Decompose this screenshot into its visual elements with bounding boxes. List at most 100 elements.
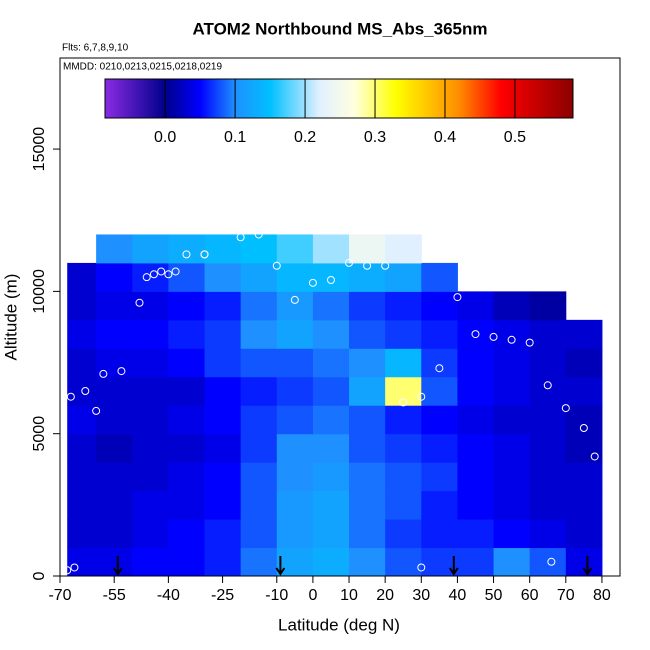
cell: [96, 291, 133, 321]
sample-point: [590, 452, 599, 461]
cell: [312, 462, 350, 492]
x-tick-label: 40: [449, 587, 467, 604]
cell: [168, 234, 206, 264]
cell: [96, 547, 133, 577]
x-tick-label: 0: [308, 587, 317, 604]
cell: [565, 433, 603, 463]
x-tick-label: -25: [211, 587, 234, 604]
cell: [529, 319, 567, 349]
cell: [312, 291, 350, 321]
cell: [457, 348, 495, 378]
cell: [204, 547, 242, 577]
cell: [565, 547, 603, 577]
cell: [204, 519, 242, 549]
cell: [457, 376, 495, 406]
sample-point: [182, 250, 191, 259]
cell: [67, 433, 97, 463]
cell: [276, 376, 314, 406]
cell: [457, 405, 495, 435]
arrow: [448, 556, 459, 576]
sample-point: [63, 566, 72, 575]
cell: [312, 319, 350, 349]
sample-point: [200, 250, 209, 259]
cell: [565, 376, 603, 406]
sample-point: [579, 424, 588, 432]
cell: [276, 319, 314, 349]
cell: [67, 348, 97, 378]
cell: [240, 433, 278, 463]
cell: [96, 462, 133, 492]
cell: [565, 490, 603, 520]
cell: [240, 547, 278, 577]
sample-point: [157, 267, 166, 276]
colorbar-tick-label: 0.1: [224, 129, 246, 146]
cell: [240, 291, 278, 321]
cell: [168, 462, 206, 492]
cell: [349, 405, 386, 435]
cell: [457, 519, 495, 549]
cell: [421, 376, 458, 406]
cell: [421, 462, 458, 492]
sample-point: [417, 392, 426, 401]
colorbar-tick-label: 0.2: [294, 129, 316, 146]
cell: [529, 519, 567, 549]
sample-point: [399, 398, 408, 407]
sample-point: [471, 330, 480, 339]
cell: [349, 519, 386, 549]
cell: [529, 376, 567, 406]
cell: [349, 348, 386, 378]
cell: [67, 490, 97, 520]
sample-point: [236, 233, 245, 242]
cell: [96, 433, 133, 463]
sample-point: [70, 563, 79, 572]
cell: [349, 433, 386, 463]
cell: [312, 405, 350, 435]
cell: [96, 319, 133, 349]
cell: [240, 262, 278, 292]
cell: [204, 319, 242, 349]
x-tick-label: 10: [340, 587, 358, 604]
sample-point: [525, 338, 534, 347]
cell: [385, 405, 422, 435]
x-tick-label: 30: [412, 587, 430, 604]
cell: [96, 348, 133, 378]
cell: [312, 433, 350, 463]
cell: [132, 462, 169, 492]
sample-point: [117, 367, 126, 376]
cell: [204, 234, 242, 264]
sample-point: [507, 335, 516, 344]
cell: [565, 348, 603, 378]
cell: [276, 519, 314, 549]
cell: [493, 519, 531, 549]
sample-point: [272, 261, 281, 270]
cell: [312, 547, 350, 577]
cell: [385, 348, 422, 378]
cell: [385, 547, 422, 577]
cell: [349, 262, 386, 292]
sample-point: [453, 293, 462, 302]
cell: [312, 348, 350, 378]
sample-point: [66, 392, 75, 401]
cell: [385, 234, 422, 264]
x-tick-label: -55: [103, 587, 126, 604]
cell: [67, 519, 97, 549]
annotation: MMDD: 0210,0213,0215,0218,0219: [63, 62, 222, 73]
cell: [457, 319, 495, 349]
sample-point: [290, 295, 299, 304]
cell: [168, 547, 206, 577]
cell: [529, 490, 567, 520]
cell: [349, 490, 386, 520]
sample-point: [135, 298, 144, 307]
colorbar: [104, 78, 574, 119]
subtitle: Flts: 6,7,8,9,10: [62, 43, 129, 54]
x-tick-label: 70: [557, 587, 575, 604]
cell: [565, 319, 603, 349]
cell: [132, 376, 169, 406]
cell: [493, 462, 531, 492]
y-tick-label: 0: [31, 571, 48, 580]
cell: [493, 319, 531, 349]
cell: [421, 490, 458, 520]
sample-point: [92, 406, 101, 415]
cell: [204, 262, 242, 292]
cell: [276, 490, 314, 520]
